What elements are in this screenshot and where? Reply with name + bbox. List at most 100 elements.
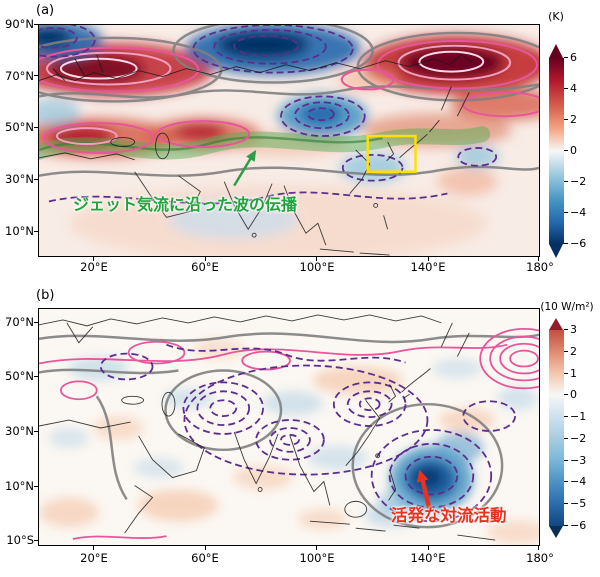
tick-label: 100°E — [299, 551, 335, 565]
colorbar-tick-mark — [564, 88, 568, 90]
colorbar-tick-label: −6 — [570, 519, 587, 532]
colorbar-tick-mark — [564, 438, 568, 440]
japan-highlight-box — [366, 134, 417, 173]
positive-pink-contours-a — [39, 39, 539, 154]
tick-label: 30°N — [5, 424, 34, 438]
colorbar-tick-label: −2 — [570, 432, 587, 445]
tick-label: 60°E — [191, 260, 219, 274]
x-tick-mark — [205, 257, 207, 261]
colorbar-tick-label: 4 — [570, 82, 577, 95]
negative-dashed-contours-a — [39, 25, 498, 205]
anomaly-fills-b — [39, 338, 539, 545]
x-tick-mark — [538, 546, 540, 550]
jet-wave-annotation: ジェット気流に沿った波の伝播 — [73, 195, 298, 214]
colorbar-tick-mark — [564, 503, 568, 505]
y-tick-mark — [33, 431, 38, 433]
colorbar-a-unit: (K) — [548, 10, 564, 23]
x-tick-mark — [428, 257, 430, 261]
colorbar-tick-mark — [564, 351, 568, 353]
colorbar-tick-label: 6 — [570, 51, 577, 64]
colorbar-tick-mark — [564, 150, 568, 152]
tick-label: 140°E — [410, 260, 446, 274]
colorbar-tick-label: −3 — [570, 454, 587, 467]
convection-annotation: 活発な対流活動 — [391, 506, 507, 525]
tick-label: 20°E — [80, 260, 108, 274]
panel-b-map-svg — [39, 309, 539, 545]
panel-b-label: (b) — [36, 288, 55, 303]
colorbar-a-extend-bottom — [549, 244, 563, 258]
x-tick-mark — [538, 257, 540, 261]
colorbar-tick-label: 0 — [570, 144, 577, 157]
colorbar-tick-mark — [564, 57, 568, 59]
colorbar-b-extend-bottom — [549, 526, 563, 538]
coastlines-a — [39, 54, 474, 256]
colorbar-tick-label: 3 — [570, 323, 577, 336]
y-tick-mark — [33, 127, 38, 129]
tick-label: 90°N — [5, 17, 34, 31]
red-annotation-arrow — [416, 469, 432, 510]
colorbar-a-extend-top — [549, 44, 563, 58]
x-tick-mark — [93, 257, 95, 261]
colorbar-tick-mark — [564, 460, 568, 462]
colorbar-tick-label: 2 — [570, 113, 577, 126]
colorbar-tick-mark — [564, 212, 568, 214]
panel-a-label: (a) — [36, 3, 55, 18]
x-tick-mark — [428, 546, 430, 550]
colorbar-tick-mark — [564, 243, 568, 245]
colorbar-tick-mark — [564, 394, 568, 396]
colorbar-tick-mark — [564, 481, 568, 483]
colorbar-tick-label: 1 — [570, 367, 577, 380]
colorbar-tick-label: −6 — [570, 237, 587, 250]
colorbar-tick-label: 0 — [570, 388, 577, 401]
y-tick-mark — [33, 376, 38, 378]
tick-label: 10°N — [5, 479, 34, 493]
colorbar-tick-mark — [564, 525, 568, 527]
tick-label: 70°N — [5, 69, 34, 83]
tick-label: 30°N — [5, 172, 34, 186]
colorbar-b-unit: (10 W/m²) — [540, 301, 594, 313]
tick-label: 180° — [526, 551, 554, 565]
y-tick-mark — [33, 24, 38, 26]
tick-label: 50°N — [5, 369, 34, 383]
colorbar-b-extend-top — [549, 318, 563, 330]
y-tick-mark — [33, 540, 38, 542]
coastlines-b — [39, 314, 496, 541]
y-tick-mark — [33, 486, 38, 488]
x-tick-mark — [205, 546, 207, 550]
tick-label: 180° — [526, 260, 554, 274]
tick-label: 50°N — [5, 120, 34, 134]
tick-label: 100°E — [299, 260, 335, 274]
tick-label: 140°E — [410, 551, 446, 565]
colorbar-tick-label: 2 — [570, 345, 577, 358]
tick-label: 60°E — [191, 551, 219, 565]
y-tick-mark — [33, 179, 38, 181]
tick-label: 20°E — [80, 551, 108, 565]
positive-pink-contours-b — [39, 327, 539, 540]
tick-label: 70°N — [5, 315, 34, 329]
y-tick-mark — [33, 322, 38, 324]
colorbar-tick-mark — [564, 181, 568, 183]
panel-a-map: ジェット気流に沿った波の伝播 — [38, 24, 540, 257]
colorbar-tick-mark — [564, 373, 568, 375]
panel-b-map: 活発な対流活動 — [38, 308, 540, 546]
tick-label: 10°S — [6, 533, 34, 547]
tick-label: 10°N — [5, 224, 34, 238]
colorbar-tick-mark — [564, 329, 568, 331]
colorbar-a — [549, 58, 564, 244]
colorbar-tick-label: −4 — [570, 206, 587, 219]
colorbar-tick-mark — [564, 119, 568, 121]
green-annotation-arrow — [233, 149, 257, 187]
colorbar-tick-label: −5 — [570, 497, 587, 510]
y-tick-mark — [33, 231, 38, 233]
colorbar-tick-label: −4 — [570, 475, 587, 488]
colorbar-tick-label: −1 — [570, 410, 587, 423]
y-tick-mark — [33, 75, 38, 77]
x-tick-mark — [93, 546, 95, 550]
x-tick-mark — [316, 546, 318, 550]
panel-a-map-svg — [39, 25, 539, 256]
reference-gray-contours-b — [39, 332, 539, 529]
colorbar-tick-label: −2 — [570, 175, 587, 188]
colorbar-tick-mark — [564, 416, 568, 418]
colorbar-b — [549, 330, 564, 526]
